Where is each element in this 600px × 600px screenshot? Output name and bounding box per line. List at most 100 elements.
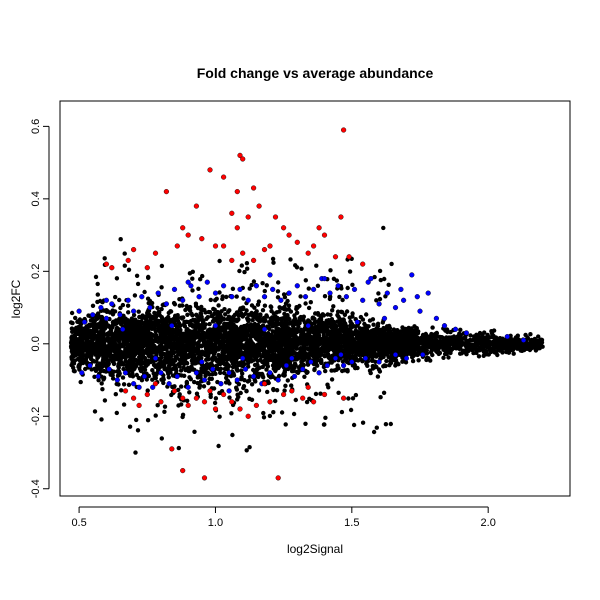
data-point [350, 324, 355, 329]
data-point [235, 338, 240, 343]
data-point [216, 310, 221, 316]
data-point [525, 335, 530, 340]
data-point [110, 308, 115, 313]
data-point [239, 377, 244, 382]
data-point [274, 310, 280, 315]
data-point [249, 382, 255, 387]
data-point [433, 335, 439, 340]
data-point [178, 368, 184, 373]
data-point [88, 356, 94, 362]
data-point [263, 342, 268, 347]
data-point [133, 357, 138, 362]
data-point [282, 337, 287, 342]
data-point [197, 325, 202, 330]
data-point [98, 368, 104, 374]
data-point [128, 373, 133, 378]
data-point [297, 351, 302, 356]
data-point [200, 330, 205, 335]
data-point [90, 303, 96, 308]
data-point [283, 343, 288, 348]
data-point [223, 312, 228, 317]
data-point [344, 324, 349, 329]
data-point [274, 358, 279, 363]
data-point [207, 321, 212, 327]
background-point-cloud [68, 225, 545, 455]
data-point [317, 347, 322, 352]
data-point [210, 330, 215, 335]
data-point [368, 340, 373, 346]
data-point [293, 351, 298, 356]
data-point [467, 337, 473, 343]
data-point [311, 341, 316, 346]
data-point [70, 329, 75, 334]
data-point [74, 326, 80, 331]
data-point [240, 314, 245, 319]
data-point [257, 365, 262, 370]
data-point [325, 343, 330, 348]
data-point [375, 323, 381, 329]
data-point [282, 307, 287, 312]
data-point [283, 383, 288, 388]
data-point [251, 367, 256, 373]
data-point [140, 355, 146, 360]
data-point [159, 315, 164, 320]
data-point [71, 365, 76, 370]
data-point [95, 311, 101, 316]
data-point [260, 359, 265, 365]
data-point [98, 365, 104, 371]
data-point [393, 361, 399, 367]
data-point [350, 311, 355, 316]
data-point [303, 351, 308, 356]
data-point [199, 344, 204, 349]
data-point [349, 350, 355, 355]
data-point [354, 342, 359, 348]
data-point [294, 310, 300, 315]
data-point [539, 340, 545, 345]
data-point [213, 396, 219, 401]
data-point [264, 313, 269, 318]
data-point [315, 325, 321, 330]
data-point [167, 368, 172, 374]
data-point [115, 369, 120, 374]
data-point [446, 355, 451, 360]
data-point [364, 323, 369, 329]
data-point [111, 361, 117, 367]
data-point [79, 340, 85, 346]
data-point [370, 355, 375, 360]
data-point [153, 314, 159, 319]
data-point [193, 301, 199, 306]
data-point [152, 323, 158, 328]
data-point [198, 311, 204, 316]
data-point [448, 329, 453, 335]
data-point [428, 358, 433, 363]
data-point [73, 315, 78, 321]
data-point [98, 338, 103, 344]
data-point [227, 315, 233, 320]
data-point [294, 330, 299, 335]
data-point [268, 304, 273, 309]
data-point [260, 308, 266, 313]
data-point [161, 380, 166, 386]
data-point [150, 368, 155, 373]
data-point [275, 319, 280, 325]
data-point [209, 361, 214, 366]
data-point [271, 387, 276, 393]
data-point [70, 360, 75, 365]
data-point [221, 370, 227, 376]
data-point [84, 354, 90, 359]
data-point [404, 340, 409, 345]
data-point [235, 318, 240, 323]
data-point [480, 334, 486, 340]
data-point [339, 326, 345, 331]
data-point [329, 368, 334, 373]
data-point [124, 339, 129, 344]
data-point [321, 313, 326, 318]
data-point [365, 331, 370, 336]
data-point [365, 335, 370, 341]
data-point [197, 385, 202, 390]
data-point [482, 330, 487, 335]
data-point [77, 364, 82, 369]
data-point [185, 331, 190, 336]
data-point [374, 364, 379, 370]
data-point [166, 375, 171, 380]
